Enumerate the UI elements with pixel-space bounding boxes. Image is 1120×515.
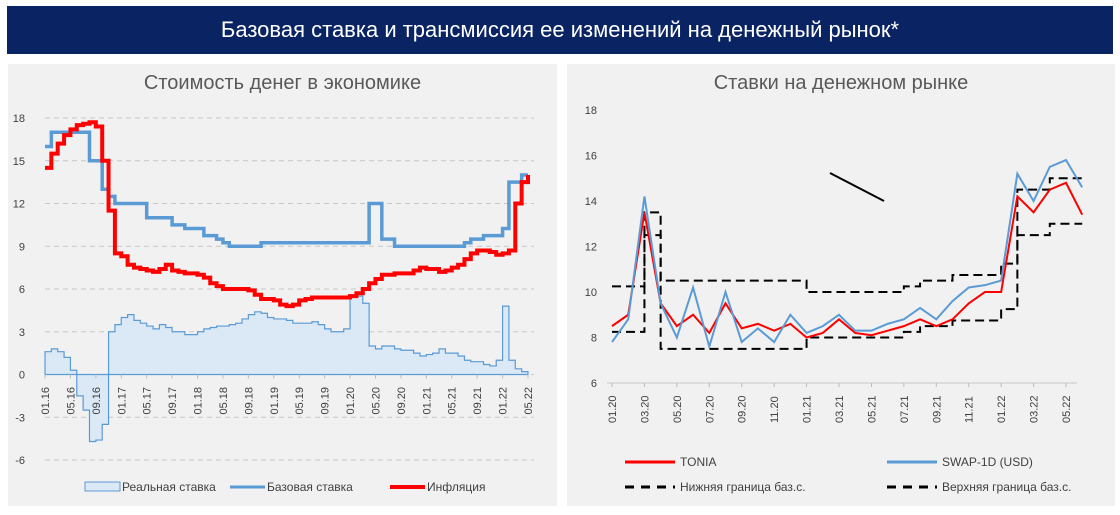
- chart-cost-of-money: -6 -3 0 3 6 9 12 15 18 01.16 05.16 09.16 01.17 05.17 0…: [13, 113, 535, 494]
- series-base-rate-line: [45, 130, 528, 248]
- x-tick-label: 05.21: [866, 395, 878, 423]
- series-lower-bound-line: [612, 222, 1083, 350]
- y-tick-label: -3: [15, 412, 25, 424]
- x-tick-label: 01.17: [116, 387, 128, 415]
- chart-title: Стоимость денег в экономике: [143, 72, 422, 94]
- x-tick-label: 01.21: [421, 387, 433, 415]
- x-tick-label: 09.16: [91, 387, 103, 415]
- legend-label: Инфляция: [427, 480, 485, 494]
- x-tick-label: 09.17: [167, 387, 179, 415]
- series-inflation-line: [45, 120, 530, 309]
- chart-title: Ставки на денежном рынке: [713, 72, 969, 94]
- chart-money-market-rates: 6 8 10 12 14 16 18 01.20 03.20 05.20 07.20 09.20 11.…: [585, 105, 1084, 494]
- x-tick-label: 07.20: [704, 395, 716, 423]
- y-tick-label: 18: [13, 113, 25, 125]
- y-tick-label: 18: [585, 105, 597, 117]
- x-tick-label: 05.22: [1061, 395, 1073, 423]
- x-tick-label: 03.20: [639, 395, 651, 423]
- legend-label: SWAP-1D (USD): [942, 455, 1033, 469]
- y-tick-label: 10: [585, 287, 597, 299]
- annotation-arrow-line: [829, 172, 885, 202]
- x-tick-label: 09.18: [243, 387, 255, 415]
- banner-title: Базовая ставка и трансмиссия ее изменени…: [7, 6, 1113, 54]
- x-tick-label: 01.20: [607, 395, 619, 423]
- x-tick-label: 07.21: [899, 395, 911, 423]
- y-tick-label: 16: [585, 151, 597, 163]
- x-tick-label: 01.19: [269, 387, 281, 415]
- x-tick-label: 01.18: [193, 387, 205, 415]
- x-tick-label: 01.22: [996, 395, 1008, 423]
- x-tick-label: 09.19: [320, 387, 332, 415]
- series-swap-line: [611, 158, 1084, 351]
- legend-label: TONIA: [680, 455, 716, 469]
- x-tick-label: 11.20: [769, 396, 781, 423]
- x-tick-label: 05.19: [294, 387, 306, 415]
- legend-label: Базовая ставка: [267, 480, 353, 494]
- y-tick-label: 3: [19, 327, 25, 339]
- chart-panel-money-market-rates: Ставки на денежном рынке 6 8 10 12 14 16 18 01.…: [567, 64, 1115, 506]
- x-tick-label: 03.22: [1029, 395, 1041, 423]
- x-tick-label: 05.17: [142, 387, 154, 415]
- y-tick-label: 0: [19, 370, 25, 382]
- x-tick-label: 01.20: [345, 387, 357, 415]
- y-tick-label: 12: [13, 199, 25, 211]
- y-tick-label: 8: [591, 333, 597, 345]
- x-tick-label: 05.20: [370, 387, 382, 415]
- y-tick-label: 14: [585, 196, 597, 208]
- x-tick-label: 01.22: [498, 387, 510, 415]
- x-tick-label: 09.21: [472, 387, 484, 415]
- y-tick-label: 15: [13, 156, 25, 168]
- legend-label: Верхняя граница баз.с.: [942, 480, 1071, 494]
- chart-panel-cost-of-money: Стоимость денег в экономике -6 -3 0 3 6 9 12 15…: [8, 64, 557, 506]
- legend-swatch-real-rate: [84, 481, 121, 492]
- x-tick-label: 01.21: [802, 395, 814, 423]
- series-upper-bound-line: [612, 177, 1083, 293]
- x-tick-label: 05.22: [523, 387, 535, 415]
- x-tick-label: 05.20: [672, 395, 684, 423]
- series-tonia-line: [611, 181, 1084, 339]
- x-tick-label: 05.18: [218, 387, 230, 415]
- x-tick-label: 05.21: [447, 387, 459, 415]
- y-tick-label: -6: [15, 455, 25, 467]
- x-tick-label: 09.20: [396, 387, 408, 415]
- legend-label: Реальная ставка: [122, 480, 216, 494]
- y-tick-label: 6: [19, 284, 25, 296]
- y-tick-label: 6: [591, 378, 597, 390]
- x-tick-label: 09.20: [737, 395, 749, 423]
- x-tick-label: 01.16: [40, 387, 52, 415]
- y-tick-label: 9: [19, 241, 25, 253]
- series-real-rate-area: [44, 294, 529, 443]
- y-tick-label: 12: [585, 242, 597, 254]
- x-tick-label: 03.21: [834, 395, 846, 423]
- x-tick-label: 11.21: [964, 396, 976, 423]
- x-tick-label: 09.21: [931, 395, 943, 423]
- x-tick-label: 05.16: [65, 387, 77, 415]
- legend-label: Нижняя граница баз.с.: [680, 480, 806, 494]
